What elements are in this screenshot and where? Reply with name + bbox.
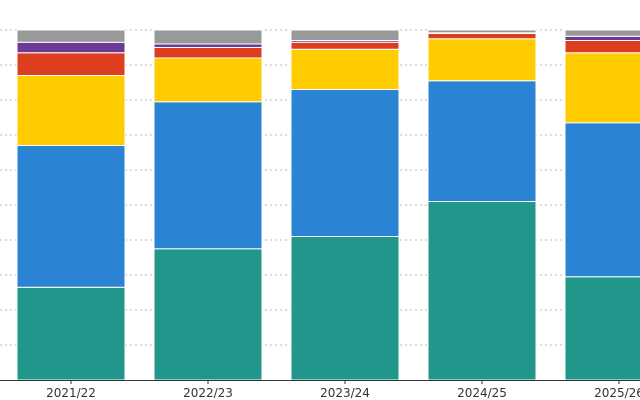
- bar-stack: [290, 29, 400, 381]
- x-tick-label: 2021/22: [46, 386, 96, 400]
- bar-segment: [290, 236, 400, 381]
- bar-segment: [427, 201, 537, 381]
- bar-segment: [16, 145, 126, 288]
- bar-stacks: [16, 29, 640, 381]
- bar-segment: [16, 52, 126, 76]
- bar-stack: [564, 29, 640, 381]
- x-tick-label: 2023/24: [320, 386, 370, 400]
- bar-segment: [564, 122, 640, 278]
- bar-segment: [290, 41, 400, 50]
- bar-segment: [290, 29, 400, 41]
- bar-segment: [153, 57, 263, 103]
- bar-segment: [16, 286, 126, 381]
- x-tick-label: 2024/25: [457, 386, 507, 400]
- bar-segment: [16, 41, 126, 54]
- bar-segment: [16, 29, 126, 43]
- x-axis: 2021/22 2022/23 2023/24 2024/25 2025/26: [0, 380, 640, 400]
- bar-segment: [427, 80, 537, 202]
- bar-segment: [290, 48, 400, 90]
- bar-segment: [564, 276, 640, 381]
- x-tick-label: 2022/23: [183, 386, 233, 400]
- bar-segment: [153, 101, 263, 250]
- bar-segment: [16, 75, 126, 146]
- bar-segment: [427, 38, 537, 82]
- bar-segment: [564, 29, 640, 37]
- bar-stack: [153, 29, 263, 381]
- bar-segment: [564, 40, 640, 54]
- bar-stack: [427, 29, 537, 381]
- bar-segment: [153, 248, 263, 381]
- bar-segment: [153, 47, 263, 59]
- bar-segment: [153, 29, 263, 45]
- bar-segment: [153, 43, 263, 48]
- bar-stack: [16, 29, 126, 381]
- bar-segment: [564, 52, 640, 124]
- bar-segment: [564, 35, 640, 41]
- bar-segment: [427, 29, 537, 34]
- bar-segment: [290, 89, 400, 237]
- x-tick-label: 2025/26: [594, 386, 640, 400]
- bar-segment: [427, 33, 537, 40]
